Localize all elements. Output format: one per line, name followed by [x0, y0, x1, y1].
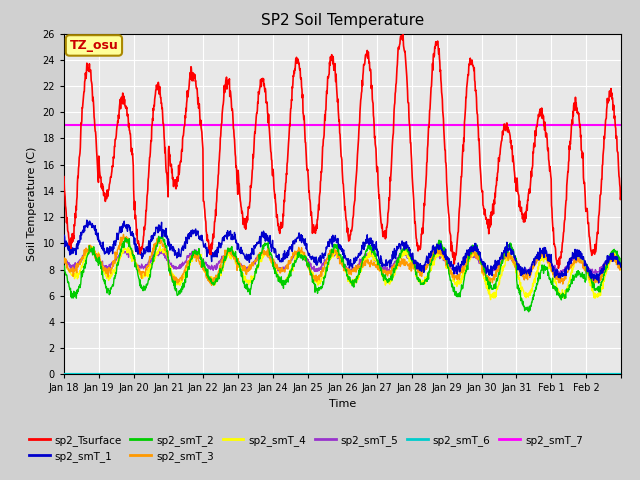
Y-axis label: Soil Temperature (C): Soil Temperature (C) — [27, 147, 37, 261]
Title: SP2 Soil Temperature: SP2 Soil Temperature — [260, 13, 424, 28]
Text: TZ_osu: TZ_osu — [70, 39, 118, 52]
X-axis label: Time: Time — [329, 399, 356, 409]
Legend: sp2_Tsurface, sp2_smT_1, sp2_smT_2, sp2_smT_3, sp2_smT_4, sp2_smT_5, sp2_smT_6, : sp2_Tsurface, sp2_smT_1, sp2_smT_2, sp2_… — [25, 431, 587, 466]
